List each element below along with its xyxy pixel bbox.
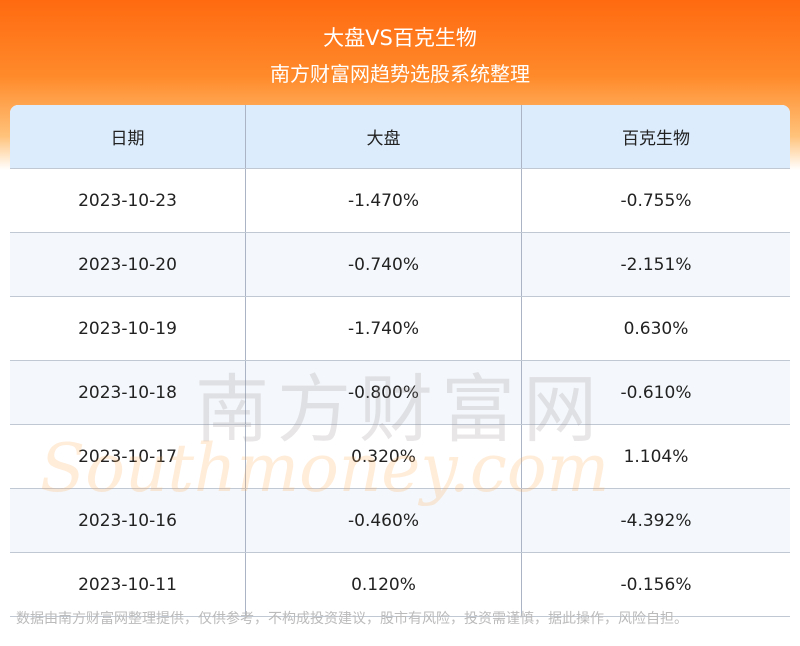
table-cell: -0.610% bbox=[521, 360, 790, 425]
table-cell: -0.156% bbox=[521, 552, 790, 617]
table-cell: 2023-10-18 bbox=[10, 360, 246, 425]
table-row: 2023-10-19 -1.740% 0.630% bbox=[10, 296, 790, 361]
table-row: 2023-10-16 -0.460% -4.392% bbox=[10, 488, 790, 553]
watermark: Southmoney.com bbox=[40, 430, 610, 507]
table-row: 2023-10-17 0.320% 1.104% bbox=[10, 424, 790, 489]
table-row: 2023-10-23 -1.470% -0.755% bbox=[10, 168, 790, 233]
table-row: 2023-10-18 -0.800% -0.610% bbox=[10, 360, 790, 425]
table-cell: 0.320% bbox=[245, 424, 522, 489]
column-header: 日期 bbox=[10, 105, 246, 169]
table-cell: 1.104% bbox=[521, 424, 790, 489]
table-row: 2023-10-11 0.120% -0.156% bbox=[10, 552, 790, 617]
table-cell: 0.120% bbox=[245, 552, 522, 617]
table-cell: -0.740% bbox=[245, 232, 522, 297]
footer-note: 数据由南方财富网整理提供，仅供参考，不构成投资建议，股市有风险，投资需谨慎，据此… bbox=[16, 611, 688, 627]
table-cell: 2023-10-16 bbox=[10, 488, 246, 553]
title: 大盘VS百克生物 bbox=[323, 26, 477, 50]
table-cell: -4.392% bbox=[521, 488, 790, 553]
table-cell: 2023-10-17 bbox=[10, 424, 246, 489]
table-cell: 0.630% bbox=[521, 296, 790, 361]
table-cell: 2023-10-11 bbox=[10, 552, 246, 617]
table-cell: -0.800% bbox=[245, 360, 522, 425]
column-header: 大盘 bbox=[245, 105, 522, 169]
subtitle: 南方财富网趋势选股系统整理 bbox=[270, 62, 530, 86]
table-cell: -1.740% bbox=[245, 296, 522, 361]
data-table: 日期 大盘 百克生物 2023-10-23 -1.470% -0.755% 2023-10-… bbox=[10, 105, 790, 617]
table-cell: 2023-10-23 bbox=[10, 168, 246, 233]
table-cell: -0.755% bbox=[521, 168, 790, 233]
column-header: 百克生物 bbox=[521, 105, 790, 169]
table-cell: -0.460% bbox=[245, 488, 522, 553]
table-cell: 2023-10-20 bbox=[10, 232, 246, 297]
table-cell: 2023-10-19 bbox=[10, 296, 246, 361]
table-row: 2023-10-20 -0.740% -2.151% bbox=[10, 232, 790, 297]
watermark: 南方财富网 bbox=[195, 367, 605, 453]
table-cell: -2.151% bbox=[521, 232, 790, 297]
table-cell: -1.470% bbox=[245, 168, 522, 233]
